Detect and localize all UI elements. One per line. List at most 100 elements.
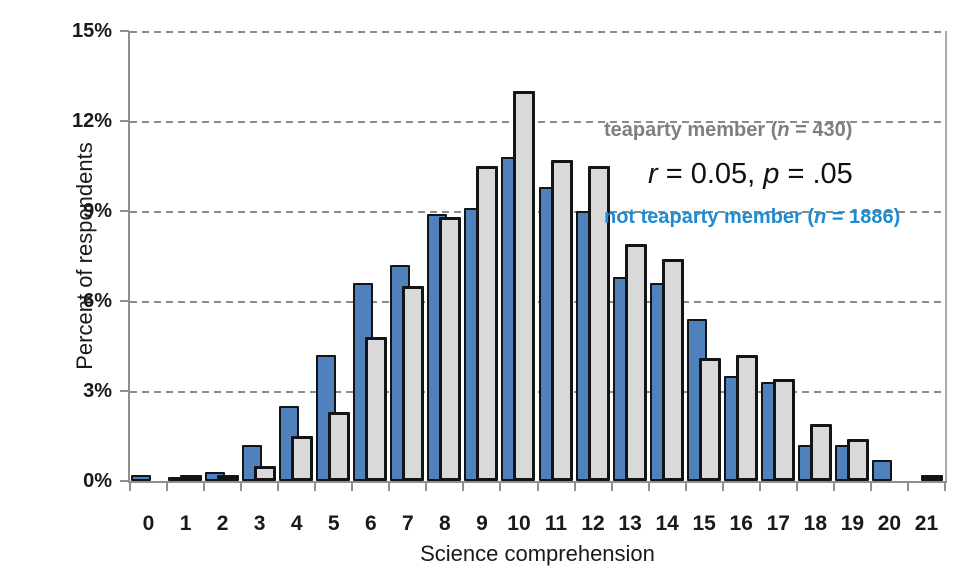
x-tick-label-2: 2 xyxy=(216,512,229,535)
bar-teaparty-10 xyxy=(513,91,536,481)
y-tick-label-3%: 3% xyxy=(83,380,112,402)
gridline-15% xyxy=(130,31,945,33)
x-tick-label-14: 14 xyxy=(655,512,679,535)
annotation-r: r xyxy=(648,158,658,190)
x-tick-label-11: 11 xyxy=(544,512,568,535)
x-tick-label-21: 21 xyxy=(914,512,939,535)
legend-teaparty-count: = 430) xyxy=(789,119,853,141)
x-tick-1 xyxy=(166,483,169,491)
y-axis-line xyxy=(128,31,130,483)
x-tick-16 xyxy=(721,483,724,491)
plot-area xyxy=(130,31,945,481)
bar-teaparty-11 xyxy=(550,160,573,481)
legend-not-teaparty-count: = 1886) xyxy=(826,206,901,228)
bar-teaparty-7 xyxy=(402,286,425,481)
legend-not-teaparty-text: not teaparty member ( xyxy=(604,206,815,228)
plot-right-border xyxy=(945,31,947,481)
y-tick-label-6%: 6% xyxy=(83,290,112,312)
x-tick-13 xyxy=(610,483,613,491)
x-tick-7 xyxy=(388,483,391,491)
bar-teaparty-19 xyxy=(846,439,869,481)
x-tick-label-5: 5 xyxy=(327,512,340,535)
x-tick-label-19: 19 xyxy=(840,512,865,535)
annotation-p: p xyxy=(763,158,780,190)
x-tick-label-17: 17 xyxy=(766,512,790,535)
gridline-3% xyxy=(130,391,945,393)
x-tick-label-9: 9 xyxy=(476,512,488,535)
x-tick-label-8: 8 xyxy=(439,512,451,535)
legend-not-teaparty-n: n xyxy=(814,206,827,228)
x-tick-4 xyxy=(277,483,280,491)
x-tick-label-16: 16 xyxy=(729,512,753,535)
legend-item-not-teaparty: not teaparty member (n = 1886) xyxy=(604,203,900,232)
legend: teaparty member (n = 430) not teaparty m… xyxy=(604,58,900,290)
legend-teaparty-n: n xyxy=(777,119,790,141)
x-tick-19 xyxy=(832,483,835,491)
x-tick-label-0: 0 xyxy=(142,512,155,535)
x-tick-label-13: 13 xyxy=(618,512,642,535)
x-tick-14 xyxy=(647,483,650,491)
x-tick-label-15: 15 xyxy=(692,512,716,535)
annotation-r-value: = 0.05, xyxy=(657,158,764,190)
bar-teaparty-1 xyxy=(180,475,203,481)
stats-annotation: r = 0.05, p = .05 xyxy=(648,158,853,191)
annotation-p-value: = .05 xyxy=(779,158,853,190)
x-tick-label-1: 1 xyxy=(179,512,192,535)
bar-teaparty-15 xyxy=(698,358,721,481)
y-tick-9% xyxy=(120,210,129,212)
x-axis-line xyxy=(128,481,947,483)
bar-teaparty-21 xyxy=(920,475,943,481)
gridline-12% xyxy=(130,121,945,123)
y-tick-15% xyxy=(120,30,129,32)
x-tick-label-12: 12 xyxy=(581,512,605,535)
x-tick-20 xyxy=(869,483,872,491)
legend-item-teaparty: teaparty member (n = 430) xyxy=(604,116,900,145)
x-tick-11 xyxy=(536,483,539,491)
x-tick-label-4: 4 xyxy=(290,512,303,535)
x-tick-0 xyxy=(129,483,131,491)
bar-teaparty-9 xyxy=(476,166,499,481)
bar-teaparty-14 xyxy=(661,259,684,481)
x-tick-10 xyxy=(499,483,502,491)
y-tick-label-12%: 12% xyxy=(71,110,112,132)
x-tick-12 xyxy=(573,483,576,491)
gridline-6% xyxy=(130,301,945,303)
y-axis-title: Percent of respondents xyxy=(72,142,97,370)
bar-not-teaparty-20 xyxy=(871,460,892,481)
bar-teaparty-5 xyxy=(328,412,351,481)
bar-not-teaparty-0 xyxy=(131,475,151,481)
x-tick-22 xyxy=(944,483,946,491)
x-tick-9 xyxy=(462,483,465,491)
bar-teaparty-18 xyxy=(809,424,832,481)
bar-teaparty-6 xyxy=(365,337,388,481)
x-tick-18 xyxy=(795,483,798,491)
x-tick-label-18: 18 xyxy=(803,512,827,535)
bar-teaparty-3 xyxy=(254,466,277,481)
x-tick-6 xyxy=(351,483,354,491)
bar-teaparty-13 xyxy=(624,244,647,481)
x-tick-label-6: 6 xyxy=(364,512,377,535)
bar-teaparty-17 xyxy=(772,379,795,481)
y-tick-3% xyxy=(120,390,129,392)
bar-teaparty-8 xyxy=(439,217,462,481)
x-tick-label-7: 7 xyxy=(401,512,414,535)
x-tick-2 xyxy=(203,483,206,491)
y-tick-12% xyxy=(120,120,129,122)
x-tick-5 xyxy=(314,483,317,491)
x-tick-label-10: 10 xyxy=(507,512,531,535)
y-tick-6% xyxy=(120,300,129,302)
y-tick-label-15%: 15% xyxy=(71,20,112,42)
x-tick-3 xyxy=(240,483,243,491)
bar-teaparty-2 xyxy=(217,475,240,481)
bar-teaparty-4 xyxy=(291,436,314,481)
gridline-9% xyxy=(130,211,945,213)
x-tick-17 xyxy=(758,483,761,491)
y-tick-label-0%: 0% xyxy=(83,470,112,492)
x-axis-title: Science comprehension xyxy=(420,541,655,566)
x-tick-label-20: 20 xyxy=(877,512,902,535)
x-tick-label-3: 3 xyxy=(253,512,266,535)
y-tick-label-9%: 9% xyxy=(83,200,112,222)
bar-teaparty-12 xyxy=(587,166,610,481)
bar-teaparty-16 xyxy=(735,355,758,481)
